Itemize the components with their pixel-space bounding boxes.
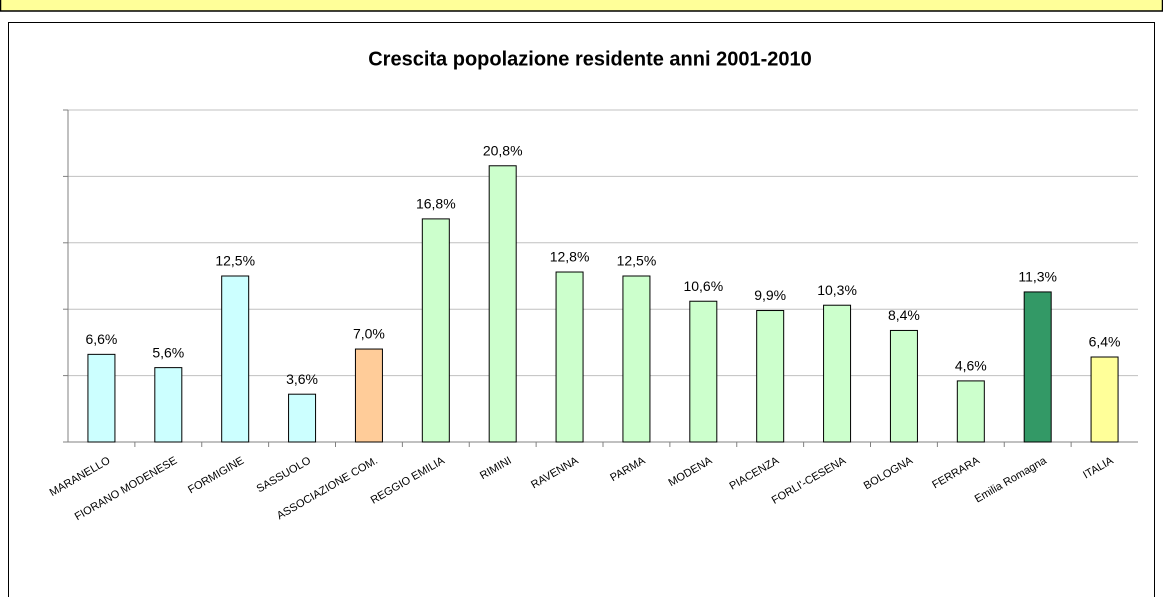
bar [756,310,785,443]
value-label: 9,9% [754,287,786,303]
bar [488,165,517,443]
bar [154,367,183,443]
value-label: 20,8% [483,142,523,158]
chart-title: Crescita popolazione residente anni 2001… [368,48,812,70]
value-label: 12,5% [215,253,255,269]
value-label: 10,6% [683,278,723,294]
bar [823,304,852,443]
bar [288,393,317,443]
bar [87,353,116,443]
bar [956,380,985,443]
bar [221,275,250,443]
value-label: 10,3% [817,282,857,298]
top-strip [0,0,1163,12]
value-label: 6,6% [85,331,117,347]
bar [889,329,918,443]
value-label: 16,8% [416,196,456,212]
value-label: 5,6% [152,344,184,360]
value-label: 4,6% [955,358,987,374]
value-label: 11,3% [1018,269,1057,285]
bar [689,300,718,443]
value-label: 3,6% [286,371,318,387]
value-label: 8,4% [888,307,920,323]
bar [1090,356,1119,443]
value-label: 12,5% [617,253,657,269]
bar [1023,291,1052,443]
value-label: 7,0% [353,326,385,342]
bar [622,275,651,443]
bar [354,348,383,443]
value-label: 12,8% [550,249,590,265]
value-label: 6,4% [1089,334,1121,350]
bar [555,271,584,443]
bar [421,218,450,443]
